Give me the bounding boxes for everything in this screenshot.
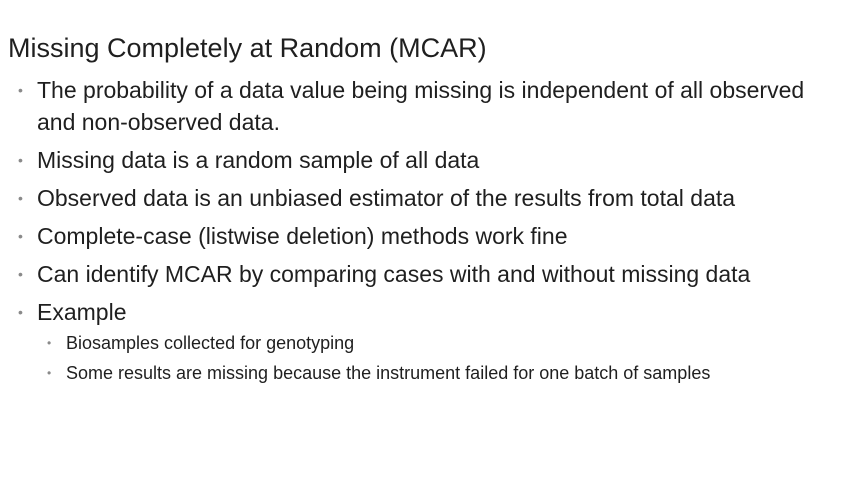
sub-bullet-item: • Some results are missing because the i… xyxy=(47,358,822,388)
sub-bullet-item: • Biosamples collected for genotyping xyxy=(47,328,822,358)
bullet-item: • The probability of a data value being … xyxy=(0,74,846,138)
bullet-text: Example xyxy=(37,299,127,325)
bullet-item: • Complete-case (listwise deletion) meth… xyxy=(0,220,846,252)
bullet-list: • The probability of a data value being … xyxy=(0,74,846,388)
bullet-icon: • xyxy=(18,82,23,98)
sub-bullet-icon: • xyxy=(47,366,52,380)
bullet-item: • Missing data is a random sample of all… xyxy=(0,144,846,176)
bullet-text: Complete-case (listwise deletion) method… xyxy=(37,223,568,249)
bullet-icon: • xyxy=(18,304,23,320)
bullet-item: • Observed data is an unbiased estimator… xyxy=(0,182,846,214)
bullet-icon: • xyxy=(18,190,23,206)
bullet-item: • Can identify MCAR by comparing cases w… xyxy=(0,258,846,290)
sub-bullet-text: Some results are missing because the ins… xyxy=(66,363,711,383)
bullet-text: The probability of a data value being mi… xyxy=(37,77,805,135)
sub-bullet-text: Biosamples collected for genotyping xyxy=(66,333,355,353)
sub-bullet-list: • Biosamples collected for genotyping • … xyxy=(37,328,822,388)
bullet-text: Observed data is an unbiased estimator o… xyxy=(37,185,736,211)
bullet-item-example: • Example • Biosamples collected for gen… xyxy=(0,296,846,388)
bullet-icon: • xyxy=(18,266,23,282)
bullet-icon: • xyxy=(18,228,23,244)
sub-bullet-icon: • xyxy=(47,336,52,350)
bullet-text: Can identify MCAR by comparing cases wit… xyxy=(37,261,751,287)
bullet-icon: • xyxy=(18,152,23,168)
bullet-text: Missing data is a random sample of all d… xyxy=(37,147,480,173)
slide-title: Missing Completely at Random (MCAR) xyxy=(8,33,487,63)
